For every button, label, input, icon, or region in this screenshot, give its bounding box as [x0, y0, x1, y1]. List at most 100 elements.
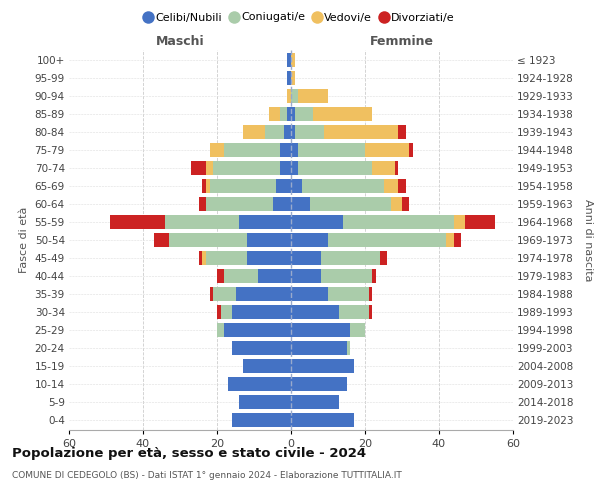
Bar [291, 413, 354, 427]
Text: Maschi: Maschi [155, 35, 205, 48]
Bar [202, 179, 206, 193]
Bar [224, 269, 258, 283]
Bar [269, 107, 280, 121]
Bar [409, 143, 413, 157]
Bar [287, 107, 291, 121]
Bar [347, 341, 350, 355]
Bar [291, 71, 295, 85]
Bar [199, 197, 206, 211]
Bar [298, 161, 373, 175]
Bar [232, 341, 291, 355]
Bar [373, 161, 395, 175]
Bar [247, 233, 291, 247]
Bar [206, 161, 214, 175]
Bar [368, 287, 373, 301]
Bar [258, 269, 291, 283]
Bar [287, 89, 291, 103]
Bar [398, 179, 406, 193]
Bar [209, 179, 276, 193]
Bar [291, 359, 354, 373]
Bar [350, 323, 365, 337]
Bar [328, 233, 446, 247]
Bar [280, 161, 291, 175]
Bar [365, 143, 409, 157]
Bar [454, 215, 465, 229]
Bar [206, 197, 272, 211]
Bar [298, 89, 328, 103]
Bar [380, 251, 387, 265]
Bar [217, 269, 224, 283]
Bar [206, 251, 247, 265]
Bar [276, 179, 291, 193]
Bar [313, 107, 373, 121]
Bar [291, 161, 298, 175]
Bar [243, 125, 265, 139]
Bar [280, 107, 287, 121]
Bar [465, 215, 494, 229]
Bar [320, 269, 373, 283]
Bar [214, 287, 235, 301]
Text: COMUNE DI CEDEGOLO (BS) - Dati ISTAT 1° gennaio 2024 - Elaborazione TUTTITALIA.I: COMUNE DI CEDEGOLO (BS) - Dati ISTAT 1° … [12, 471, 402, 480]
Bar [395, 161, 398, 175]
Bar [280, 143, 291, 157]
Bar [291, 125, 295, 139]
Bar [217, 305, 221, 319]
Bar [202, 251, 206, 265]
Bar [209, 287, 214, 301]
Bar [298, 143, 365, 157]
Bar [295, 107, 313, 121]
Bar [169, 233, 247, 247]
Bar [454, 233, 461, 247]
Bar [247, 251, 291, 265]
Bar [368, 305, 373, 319]
Bar [206, 179, 209, 193]
Bar [291, 179, 302, 193]
Bar [328, 287, 368, 301]
Bar [224, 323, 291, 337]
Bar [232, 305, 291, 319]
Bar [191, 161, 206, 175]
Bar [110, 215, 165, 229]
Y-axis label: Anni di nascita: Anni di nascita [583, 198, 593, 281]
Bar [291, 233, 328, 247]
Bar [291, 89, 298, 103]
Bar [291, 197, 310, 211]
Bar [199, 251, 202, 265]
Bar [339, 305, 369, 319]
Bar [284, 125, 291, 139]
Bar [214, 161, 280, 175]
Bar [154, 233, 169, 247]
Bar [265, 125, 284, 139]
Bar [287, 53, 291, 67]
Bar [446, 233, 454, 247]
Bar [232, 413, 291, 427]
Bar [239, 395, 291, 409]
Bar [291, 287, 328, 301]
Bar [287, 71, 291, 85]
Bar [320, 251, 380, 265]
Bar [291, 377, 347, 391]
Bar [343, 215, 454, 229]
Bar [398, 125, 406, 139]
Bar [228, 377, 291, 391]
Bar [295, 125, 325, 139]
Bar [221, 305, 232, 319]
Legend: Celibi/Nubili, Coniugati/e, Vedovi/e, Divorziati/e: Celibi/Nubili, Coniugati/e, Vedovi/e, Di… [141, 8, 459, 27]
Bar [291, 53, 295, 67]
Bar [325, 125, 398, 139]
Bar [165, 215, 239, 229]
Bar [291, 305, 339, 319]
Bar [272, 197, 291, 211]
Bar [291, 269, 320, 283]
Bar [291, 251, 320, 265]
Bar [243, 359, 291, 373]
Bar [224, 143, 280, 157]
Bar [291, 107, 295, 121]
Bar [291, 323, 350, 337]
Bar [302, 179, 383, 193]
Bar [235, 287, 291, 301]
Text: Femmine: Femmine [370, 35, 434, 48]
Bar [291, 395, 339, 409]
Text: Popolazione per età, sesso e stato civile - 2024: Popolazione per età, sesso e stato civil… [12, 448, 366, 460]
Bar [310, 197, 391, 211]
